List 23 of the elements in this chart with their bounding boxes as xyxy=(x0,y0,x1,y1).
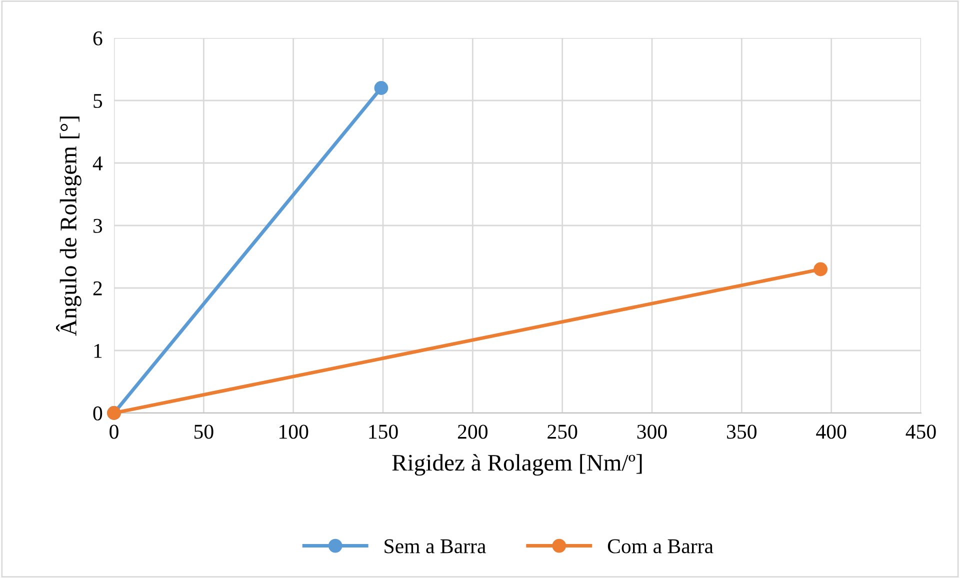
y-tick-label: 5 xyxy=(94,94,102,108)
y-axis-title: Ângulo de Rolagem [°] xyxy=(56,116,82,336)
y-tick-label: 2 xyxy=(93,281,102,296)
x-tick-label: 200 xyxy=(458,424,488,439)
x-tick-label: 0 xyxy=(110,424,118,439)
x-tick-label: 450 xyxy=(906,424,936,439)
y-tick-label: 6 xyxy=(93,31,102,46)
legend-label: Sem a Barra xyxy=(384,539,486,554)
y-tick-label: 1 xyxy=(94,344,102,358)
x-axis-title: Rigidez à Rolagem [Nm/º] xyxy=(392,454,642,476)
y-tick-label: 0 xyxy=(93,406,102,420)
point xyxy=(814,262,828,276)
point xyxy=(374,81,388,95)
x-tick-label: 250 xyxy=(548,424,578,439)
y-tick-label: 3 xyxy=(93,218,102,233)
y-tick-label: 4 xyxy=(92,156,103,170)
legend-label: Com a Barra xyxy=(608,539,714,554)
x-tick-label: 100 xyxy=(280,424,308,439)
x-tick-label: 300 xyxy=(637,424,667,439)
x-tick-label: 400 xyxy=(816,424,846,439)
x-tick-label: 350 xyxy=(727,424,756,439)
x-tick-label: 50 xyxy=(194,424,214,439)
x-tick-label: 150 xyxy=(369,424,398,439)
